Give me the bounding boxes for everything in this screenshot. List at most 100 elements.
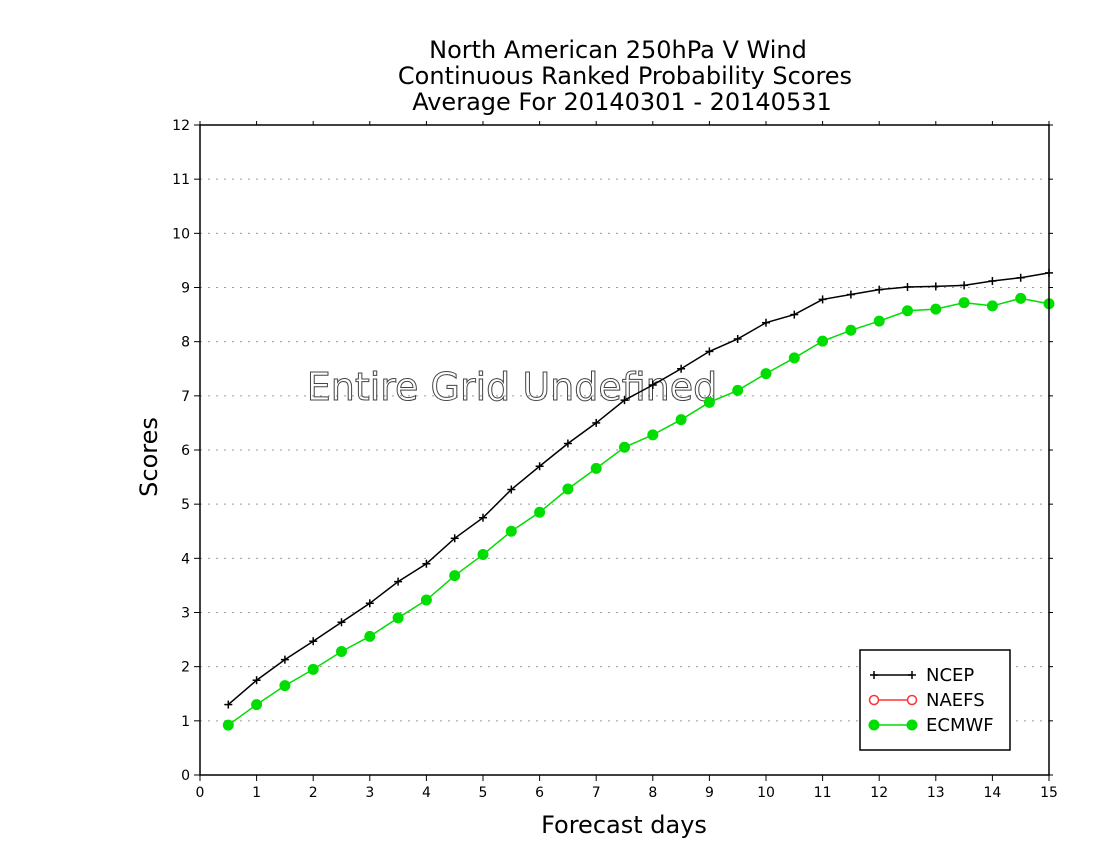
data-point-ncep [422,559,431,568]
data-point-ecmwf [619,441,630,453]
data-point-ecmwf [930,303,942,315]
data-point-ncep [365,599,374,608]
data-point-ecmwf [958,297,970,309]
data-point-ncep [280,655,289,664]
data-point-ecmwf [760,368,772,380]
x-tick-label: 12 [870,785,888,801]
legend-label-ecmwf: ECMWF [926,715,994,736]
y-tick-label: 7 [181,389,190,405]
legend-marker-ecmwf [868,719,880,731]
data-point-ncep [903,282,912,291]
x-tick-label: 6 [535,785,544,801]
data-point-ncep [507,485,516,494]
data-point-ncep [224,700,233,709]
undefined-grid-annotation: Entire Grid Undefined [307,365,718,409]
y-tick-label: 1 [181,714,190,730]
title-line-3: Average For 20140301 - 20140531 [412,88,832,116]
data-point-ncep [818,295,827,304]
x-tick-label: 5 [479,785,488,801]
data-point-ecmwf [590,462,602,474]
data-point-ecmwf [788,352,800,364]
y-tick-label: 5 [181,497,190,513]
data-point-ecmwf [392,612,404,624]
data-point-ecmwf [986,300,998,312]
data-point-ncep [705,347,714,356]
title-line-1: North American 250hPa V Wind [429,36,807,64]
data-point-ncep [875,285,884,294]
data-point-ncep [733,334,742,343]
data-point-ncep [620,396,629,405]
data-point-ncep [988,277,997,285]
data-point-ncep [960,281,969,290]
legend-marker-ncep [908,671,916,679]
x-tick-label: 13 [927,785,945,801]
data-point-ncep [846,290,855,299]
data-point-ecmwf [449,570,461,582]
x-tick-label: 9 [705,785,714,801]
data-point-ecmwf [251,699,263,711]
data-point-ecmwf [902,305,913,317]
data-point-ncep [931,282,940,291]
data-point-ncep [479,513,487,522]
data-point-ecmwf [222,719,234,731]
data-point-ecmwf [534,506,546,518]
title-line-2: Continuous Ranked Probability Scores [398,62,852,90]
legend: NCEP NAEFS ECMWF [859,649,1011,751]
x-tick-label: 1 [252,785,261,801]
y-axis-label: Scores [135,417,163,497]
x-tick-label: 10 [757,785,775,801]
y-tick-label: 9 [181,281,190,297]
data-point-ncep [337,618,346,627]
legend-label-naefs: NAEFS [926,690,985,711]
y-tick-label: 10 [172,226,190,242]
data-point-ecmwf [420,594,432,606]
x-tick-label: 8 [648,785,657,801]
x-tick-label: 2 [309,785,318,801]
legend-marker-naefs [906,694,918,706]
x-tick-label: 7 [592,785,601,801]
data-point-ecmwf [675,414,687,426]
data-point-ncep [762,318,770,327]
legend-marker-ncep [870,671,878,679]
data-point-ncep [309,637,318,646]
y-tick-label: 4 [181,551,190,567]
data-point-ncep [252,676,261,685]
y-tick-label: 2 [181,660,190,676]
data-point-ecmwf [364,630,376,642]
x-axis-label: Forecast days [541,811,707,839]
legend-marker-ecmwf [906,719,918,731]
series-lines [222,268,1055,731]
data-point-ecmwf [1015,292,1027,304]
data-point-ecmwf [477,549,489,561]
data-point-ecmwf [817,335,829,347]
data-point-ecmwf [732,384,744,396]
data-point-ecmwf [336,646,347,657]
x-tick-label: 3 [365,785,374,801]
y-tick-label: 11 [172,172,190,188]
y-tick-label: 12 [172,118,190,134]
data-point-ncep [394,577,403,586]
data-point-ncep [592,418,601,427]
x-tick-label: 4 [422,785,431,801]
chart-title: North American 250hPa V Wind Continuous … [398,36,852,116]
y-tick-label: 0 [181,768,190,784]
data-point-ecmwf [703,396,715,408]
data-point-ncep [563,439,572,448]
data-point-ecmwf [505,525,517,537]
x-tick-label: 14 [983,785,1001,801]
y-tick-label: 3 [181,606,190,622]
data-point-ncep [450,534,459,543]
series-line-ncep [227,272,1050,706]
legend-label-ncep: NCEP [926,665,974,686]
data-point-ecmwf [873,315,885,327]
data-point-ecmwf [562,483,574,495]
data-point-ncep [648,381,657,389]
data-point-ecmwf [647,429,659,441]
x-tick-label: 0 [196,785,205,801]
legend-marker-naefs [868,694,880,706]
data-point-ncep [1016,273,1025,282]
data-point-ncep [535,462,544,471]
data-point-ncep [677,364,686,373]
